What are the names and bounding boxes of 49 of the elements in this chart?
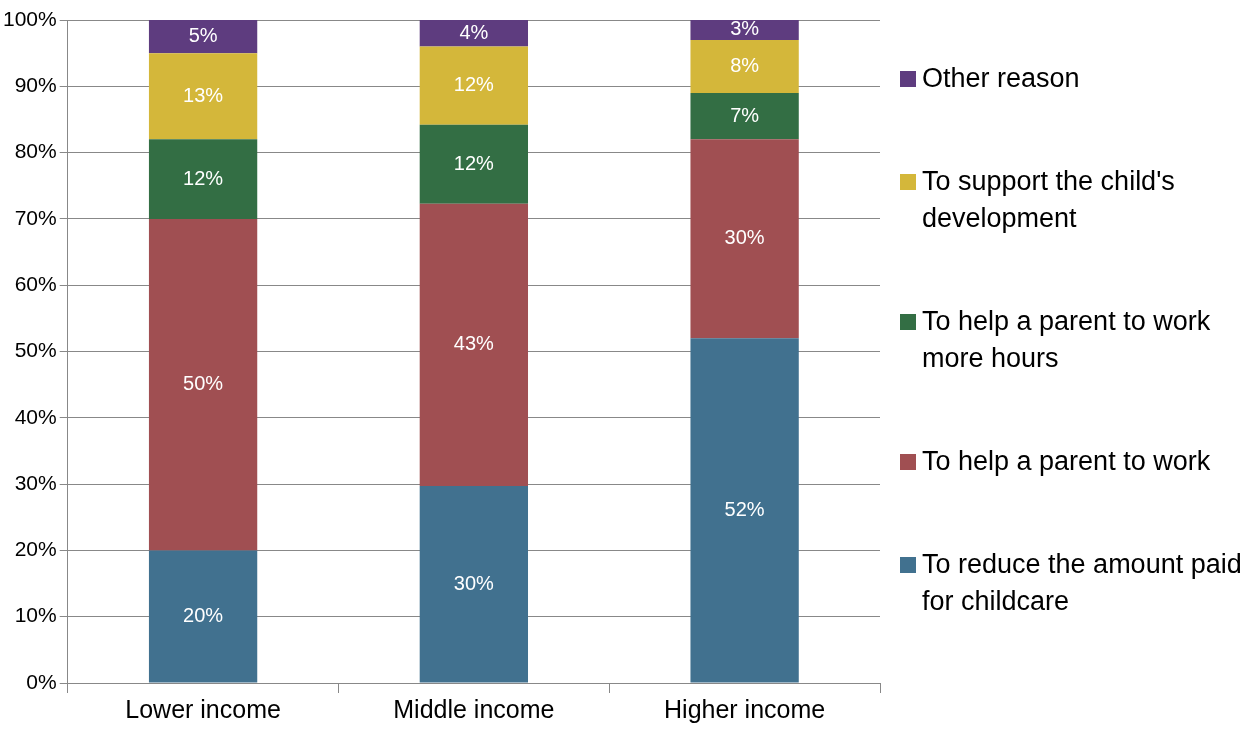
y-tick-label: 30% [14,470,57,494]
x-tick-label: Lower income [125,694,281,723]
legend-label: To help a parent to work [922,445,1211,478]
bar [148,20,258,54]
data-label: 8% [730,53,760,76]
y-tick-label: 100% [2,6,57,30]
bar [419,486,529,683]
y-tick-label: 80% [14,139,57,163]
bar [148,139,258,219]
bar [419,203,529,487]
data-label: 4% [459,20,489,43]
data-label: 12% [453,73,495,96]
y-tick-label: 10% [14,603,57,627]
data-label: 7% [730,103,760,126]
data-label: 5% [188,24,218,47]
y-tick-label: 0% [26,669,57,693]
bar [148,218,258,551]
y-tick-label: 60% [14,272,57,295]
bar [419,124,529,204]
data-label: 30% [453,571,495,594]
bar [419,20,529,47]
data-label: 50% [183,372,224,395]
data-label: 52% [724,497,765,520]
bar [690,39,799,93]
data-label: 13% [183,83,224,106]
x-tick-label: Higher income [664,694,826,723]
y-tick-label: 70% [14,205,57,229]
bar [690,92,799,140]
bar [690,20,799,40]
data-label: 43% [453,332,495,355]
y-tick-label: 40% [14,404,57,428]
bar [690,139,799,339]
data-label: 12% [453,151,495,174]
x-tick-label: Middle income [393,694,555,723]
bar [148,550,258,683]
y-tick-label: 50% [14,338,57,362]
bar [690,338,799,683]
legend-label: Other reason [922,62,1080,95]
legend-label: To help a parent to work more hours [922,305,1212,375]
data-label: 30% [724,226,765,249]
data-label: 3% [730,17,760,40]
data-label: 20% [183,603,224,626]
y-tick-label: 20% [14,537,57,561]
bar [148,53,258,140]
legend-label: To support the child's development [922,165,1176,235]
legend-label: To reduce the amount paid for childcare [922,548,1243,618]
y-tick-label: 90% [14,73,57,97]
data-label: 12% [183,166,224,189]
bar [419,46,529,125]
